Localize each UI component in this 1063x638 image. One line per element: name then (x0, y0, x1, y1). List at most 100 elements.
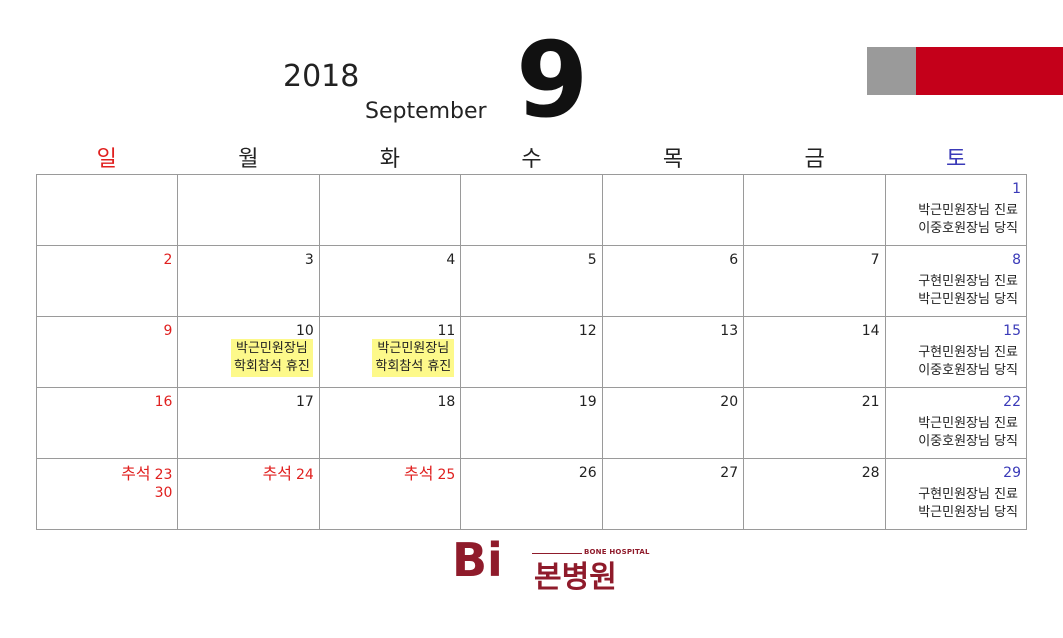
day-number: 17 (296, 394, 314, 410)
calendar-day-cell[interactable]: 9 (35, 316, 179, 388)
calendar-day-cell[interactable]: 19 (460, 387, 603, 459)
schedule-note-line: 박근민원장님 진료 (918, 416, 1018, 431)
calendar-day-cell[interactable]: 10 박근민원장님 학회참석 휴진 (177, 316, 320, 388)
month-name-label: September (365, 99, 487, 124)
calendar-grid: 1 박근민원장님 진료 이중호원장님 당직 2 3 4 5 6 7 8 구현민원장님 진료 박근민원장… (35, 174, 1028, 530)
calendar-day-cell[interactable]: 12 (460, 316, 603, 388)
accent-red-block (916, 47, 1063, 95)
calendar-day-cell[interactable]: 17 (177, 387, 320, 459)
calendar-day-cell[interactable] (601, 174, 745, 246)
day-number: 9 (163, 323, 173, 339)
calendar-day-cell[interactable]: 11 박근민원장님 학회참석 휴진 (318, 316, 462, 388)
schedule-note-line: 구현민원장님 진료 (918, 274, 1018, 289)
calendar-day-cell[interactable]: 14 (743, 316, 886, 388)
day-number: 2 (163, 252, 173, 268)
day-number: 22 (1003, 394, 1021, 410)
month-number: 9 (516, 19, 589, 141)
calendar-day-cell[interactable]: 26 (460, 458, 603, 530)
calendar-day-cell[interactable]: 6 (601, 245, 745, 317)
calendar-day-cell[interactable]: 7 (743, 245, 886, 317)
logo-rule (532, 553, 582, 554)
day-number: 25 (437, 467, 456, 483)
calendar-day-cell[interactable]: 2 (35, 245, 179, 317)
day-number: 7 (870, 252, 880, 268)
day-number: 21 (861, 394, 880, 410)
calendar-day-cell[interactable] (177, 174, 320, 246)
weekday-tue: 화 (379, 147, 401, 172)
calendar-day-cell[interactable]: 20 (601, 387, 745, 459)
calendar-day-cell[interactable] (35, 174, 179, 246)
weekday-header: 일 월 화 수 목 금 토 (36, 146, 1027, 174)
day-number: 14 (861, 323, 880, 339)
closure-notice: 박근민원장님 학회참석 휴진 (372, 339, 455, 377)
calendar-day-cell[interactable]: 4 (318, 245, 462, 317)
closure-notice-line: 박근민원장님 (377, 341, 450, 356)
schedule-note-line: 구현민원장님 진료 (918, 487, 1018, 502)
calendar-day-cell[interactable]: 18 (318, 387, 462, 459)
holiday-name: 추석 (262, 464, 293, 483)
day-number: 18 (437, 394, 456, 410)
calendar-week: 1 박근민원장님 진료 이중호원장님 당직 (35, 174, 1028, 246)
schedule-note: 구현민원장님 진료 이중호원장님 당직 (918, 344, 1018, 380)
day-number: 23 (154, 467, 173, 483)
calendar-day-cell[interactable] (743, 174, 886, 246)
day-number: 19 (578, 394, 597, 410)
schedule-note-line: 이중호원장님 당직 (918, 221, 1018, 236)
schedule-note-line: 박근민원장님 당직 (918, 292, 1018, 307)
calendar-day-cell[interactable]: 21 (743, 387, 886, 459)
calendar-day-cell[interactable] (460, 174, 603, 246)
calendar-day-cell[interactable]: 추석 24 (177, 458, 320, 530)
day-number: 29 (1003, 465, 1021, 481)
day-number: 3 (304, 252, 314, 268)
schedule-note-line: 박근민원장님 당직 (918, 505, 1018, 520)
calendar-day-cell[interactable]: 1 박근민원장님 진료 이중호원장님 당직 (884, 174, 1028, 246)
accent-gray-block (867, 47, 916, 95)
day-number: 16 (154, 394, 173, 410)
calendar-day-cell[interactable]: 13 (601, 316, 745, 388)
weekday-sat: 토 (946, 147, 967, 172)
calendar-day-cell[interactable]: 27 (601, 458, 745, 530)
calendar-day-cell[interactable]: 15 구현민원장님 진료 이중호원장님 당직 (884, 316, 1028, 388)
schedule-note-line: 구현민원장님 진료 (918, 345, 1018, 360)
day-number: 20 (720, 394, 739, 410)
calendar-day-cell[interactable]: 추석 23 30 (35, 458, 179, 530)
calendar-day-cell[interactable] (318, 174, 462, 246)
calendar-day-cell[interactable]: 3 (177, 245, 320, 317)
holiday-label: 추석 25 (404, 465, 455, 484)
calendar-day-cell[interactable]: 추석 25 (318, 458, 462, 530)
day-number: 15 (1003, 323, 1021, 339)
year-label: 2018 (283, 59, 360, 94)
closure-notice: 박근민원장님 학회참석 휴진 (230, 339, 313, 377)
logo-mark: Bi (452, 533, 503, 587)
day-number: 10 (296, 323, 314, 339)
weekday-mon: 월 (238, 147, 259, 172)
weekday-wed: 수 (521, 147, 542, 172)
calendar-day-cell[interactable]: 5 (460, 245, 603, 317)
schedule-note: 박근민원장님 진료 이중호원장님 당직 (918, 202, 1018, 238)
logo-korean-name: 본병원 (534, 560, 617, 595)
day-number: 8 (1012, 252, 1021, 268)
weekday-fri: 금 (804, 147, 825, 172)
holiday-label: 추석 24 (263, 465, 314, 484)
logo-english-name: BONE HOSPITAL (584, 548, 650, 556)
day-number: 5 (587, 252, 597, 268)
closure-notice-line: 학회참석 휴진 (233, 359, 310, 374)
day-number: 11 (437, 323, 456, 339)
schedule-note-line: 이중호원장님 당직 (918, 434, 1018, 449)
hospital-logo: Bi BONE HOSPITAL 본병원 (452, 533, 649, 603)
calendar-day-cell[interactable]: 28 (743, 458, 886, 530)
calendar-day-cell[interactable]: 16 (35, 387, 179, 459)
holiday-name: 추석 (403, 464, 434, 483)
day-number: 24 (296, 467, 314, 483)
day-number: 4 (446, 252, 456, 268)
day-number: 28 (861, 465, 880, 481)
holiday-name: 추석 (121, 464, 151, 483)
day-number: 1 (1012, 181, 1021, 197)
